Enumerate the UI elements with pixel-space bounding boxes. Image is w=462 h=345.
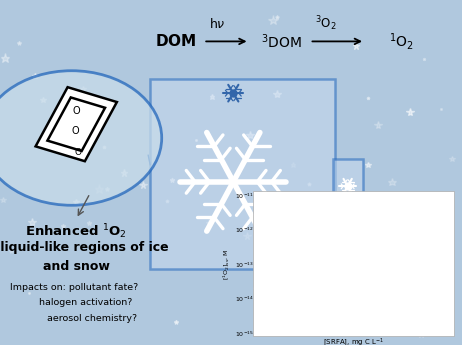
Bar	[338, 218, 348, 345]
Text: h$\nu$: h$\nu$	[209, 17, 225, 31]
Text: O: O	[72, 106, 79, 116]
X-axis label: [SRFA], mg C L$^{-1}$: [SRFA], mg C L$^{-1}$	[323, 336, 384, 345]
Text: O: O	[71, 126, 79, 136]
Y-axis label: [$^1$O$_2$]$_{ss}$, M: [$^1$O$_2$]$_{ss}$, M	[222, 248, 232, 279]
Bar	[333, 159, 363, 214]
Bar	[390, 266, 400, 345]
Text: Impacts on: pollutant fate?: Impacts on: pollutant fate?	[10, 283, 138, 292]
Bar	[328, 270, 338, 345]
Circle shape	[0, 71, 162, 205]
Text: halogen activation?: halogen activation?	[39, 298, 132, 307]
Text: in liquid-like regions of ice: in liquid-like regions of ice	[0, 241, 169, 255]
Text: aerosol chemistry?: aerosol chemistry?	[47, 314, 138, 323]
Bar	[150, 79, 335, 269]
Text: $\mathbf{DOM}$: $\mathbf{DOM}$	[155, 33, 196, 49]
Text: $^3$DOM: $^3$DOM	[261, 32, 302, 51]
Bar	[400, 217, 410, 345]
Polygon shape	[48, 97, 105, 151]
Polygon shape	[36, 87, 117, 161]
Text: O: O	[75, 148, 82, 157]
Bar	[307, 227, 317, 345]
Text: $^1$O$_2$: $^1$O$_2$	[389, 31, 414, 52]
Text: Enhanced $^1$O$_2$: Enhanced $^1$O$_2$	[25, 223, 127, 241]
Bar	[369, 218, 379, 345]
Bar	[298, 282, 307, 345]
Bar	[267, 280, 276, 345]
Text: and snow: and snow	[43, 260, 109, 274]
Bar	[431, 196, 441, 345]
Bar	[276, 228, 286, 345]
Bar	[359, 267, 369, 345]
Text: $^3$O$_2$: $^3$O$_2$	[315, 15, 336, 33]
Bar	[421, 259, 431, 345]
Legend: Liquid, Frozen: Liquid, Frozen	[261, 198, 302, 219]
